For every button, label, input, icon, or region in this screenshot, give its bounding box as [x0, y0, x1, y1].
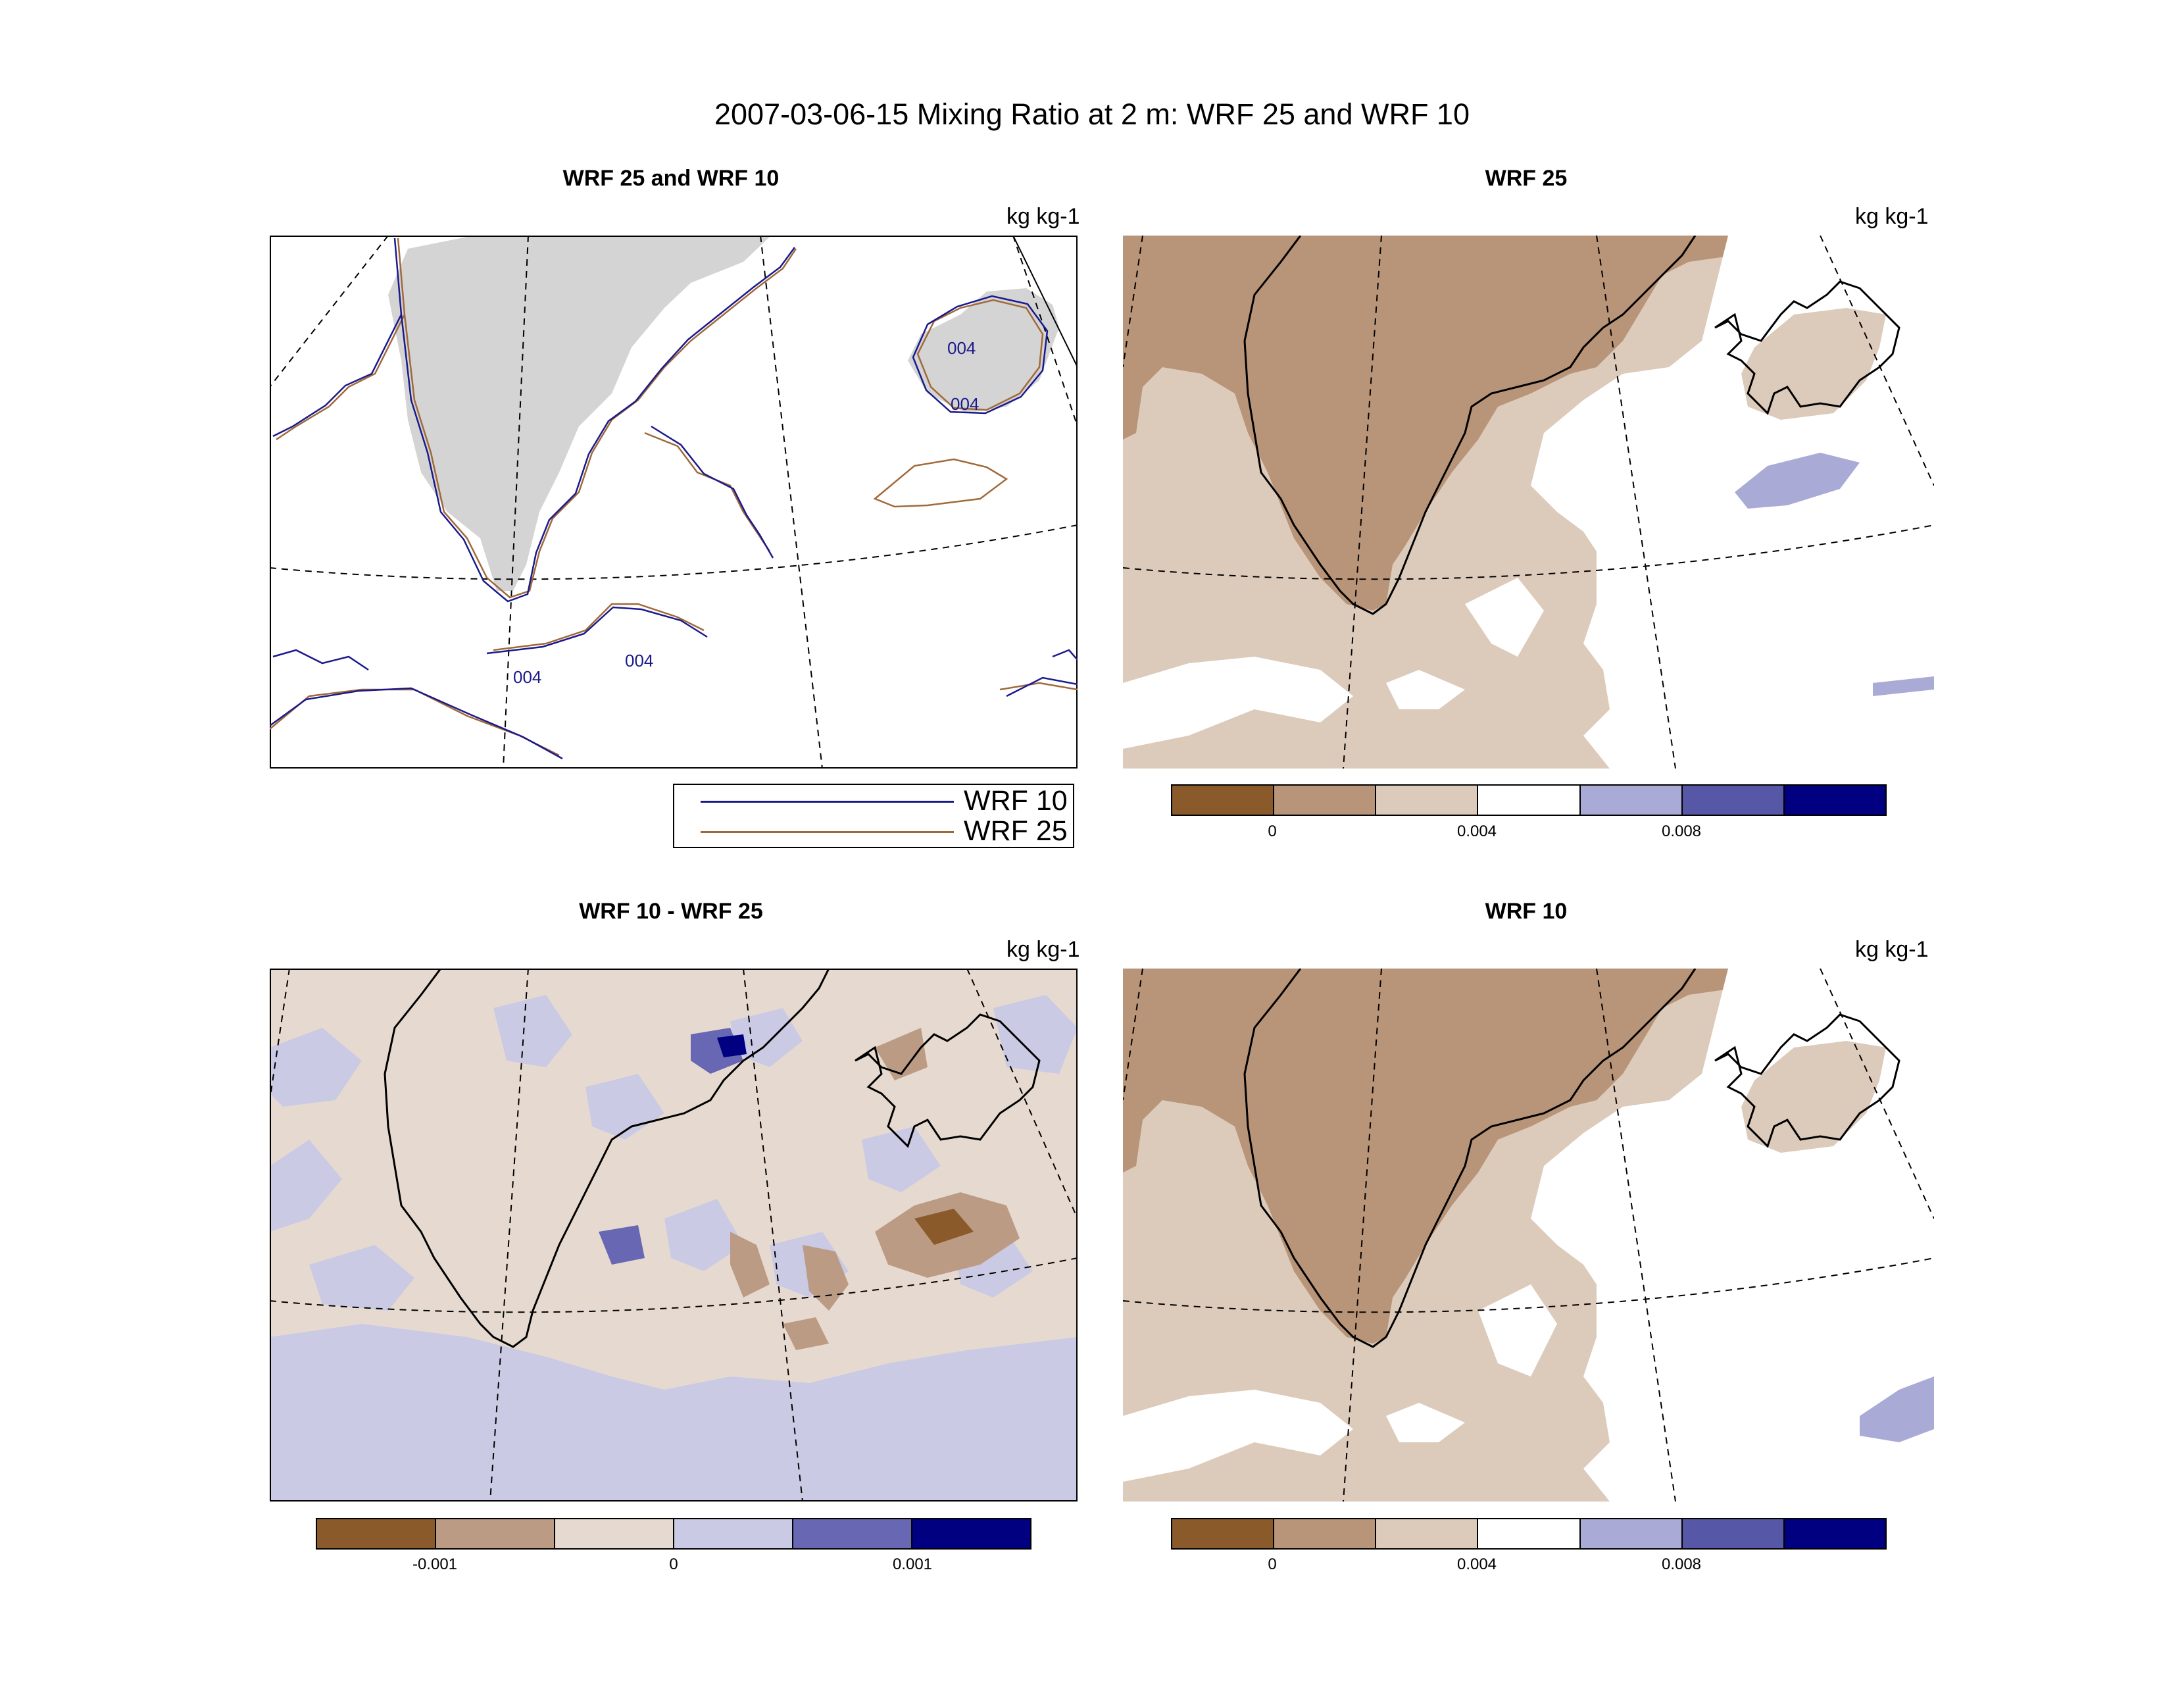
colorbar-swatch [1376, 1519, 1479, 1548]
colorbar-swatch [1172, 786, 1275, 815]
legend-item-wrf10: WRF 10 [701, 785, 1069, 817]
colorbar-swatch [317, 1519, 436, 1548]
colorbar-tick-label: 0 [1268, 1555, 1277, 1573]
colorbar-swatch [1274, 1519, 1377, 1548]
colorbar-swatch [436, 1519, 555, 1548]
colorbar-tick-label: 0.008 [1661, 1555, 1702, 1573]
panel-title-bottom-right: WRF 10 [1485, 899, 1568, 924]
legend-item-wrf25: WRF 25 [701, 815, 1069, 847]
panel-title-top-right: WRF 25 [1485, 166, 1568, 191]
colorbar-swatch [1580, 786, 1683, 815]
colorbar-swatch [1376, 786, 1479, 815]
colorbar-swatch [1784, 786, 1885, 815]
colorbar-swatch [1274, 786, 1377, 815]
units-label-top-left: kg kg-1 [1006, 204, 1080, 229]
colorbar-swatch [1172, 1519, 1275, 1548]
colorbar-wrf10 [1171, 1518, 1887, 1550]
colorbar-swatch [674, 1519, 793, 1548]
colorbar-wrf25 [1171, 784, 1887, 816]
contour-legend: WRF 10 WRF 25 [673, 784, 1074, 848]
colorbar-tick-label: 0 [1268, 822, 1277, 840]
figure-title: 2007-03-06-15 Mixing Ratio at 2 m: WRF 2… [714, 97, 1470, 131]
colorbar-tick-label: 0.008 [1661, 822, 1702, 840]
difference-map-panel [270, 969, 1078, 1502]
colorbar-swatch [1784, 1519, 1885, 1548]
colorbar-difference [316, 1518, 1031, 1550]
contour-label: 004 [947, 338, 976, 358]
colorbar-swatch [1478, 1519, 1581, 1548]
units-label-bottom-right: kg kg-1 [1855, 937, 1929, 962]
colorbar-swatch [1682, 786, 1785, 815]
contour-label: 004 [625, 651, 653, 670]
colorbar-swatch [793, 1519, 912, 1548]
panel-title-bottom-left: WRF 10 - WRF 25 [579, 899, 763, 924]
legend-label-wrf10: WRF 10 [964, 785, 1068, 817]
colorbar-swatch [555, 1519, 674, 1548]
contour-label: 004 [513, 667, 541, 687]
colorbar-tick-label: 0 [669, 1555, 678, 1573]
colorbar-swatch [1580, 1519, 1683, 1548]
contour-map-panel: 004 004 004 004 [270, 236, 1078, 769]
wrf25-map-panel [1123, 236, 1934, 769]
panel-title-top-left: WRF 25 and WRF 10 [562, 166, 780, 191]
colorbar-tick-label: 0.001 [892, 1555, 933, 1573]
colorbar-swatch [1682, 1519, 1785, 1548]
legend-line-wrf25 [701, 831, 954, 833]
colorbar-tick-label: -0.001 [412, 1555, 458, 1573]
units-label-bottom-left: kg kg-1 [1006, 937, 1080, 962]
legend-label-wrf25: WRF 25 [964, 815, 1068, 847]
colorbar-swatch [1478, 786, 1581, 815]
legend-line-wrf10 [701, 801, 954, 803]
colorbar-swatch [912, 1519, 1030, 1548]
contour-label: 004 [951, 394, 979, 414]
colorbar-tick-label: 0.004 [1456, 1555, 1497, 1573]
colorbar-tick-label: 0.004 [1456, 822, 1497, 840]
units-label-top-right: kg kg-1 [1855, 204, 1929, 229]
wrf10-map-panel [1123, 969, 1934, 1502]
